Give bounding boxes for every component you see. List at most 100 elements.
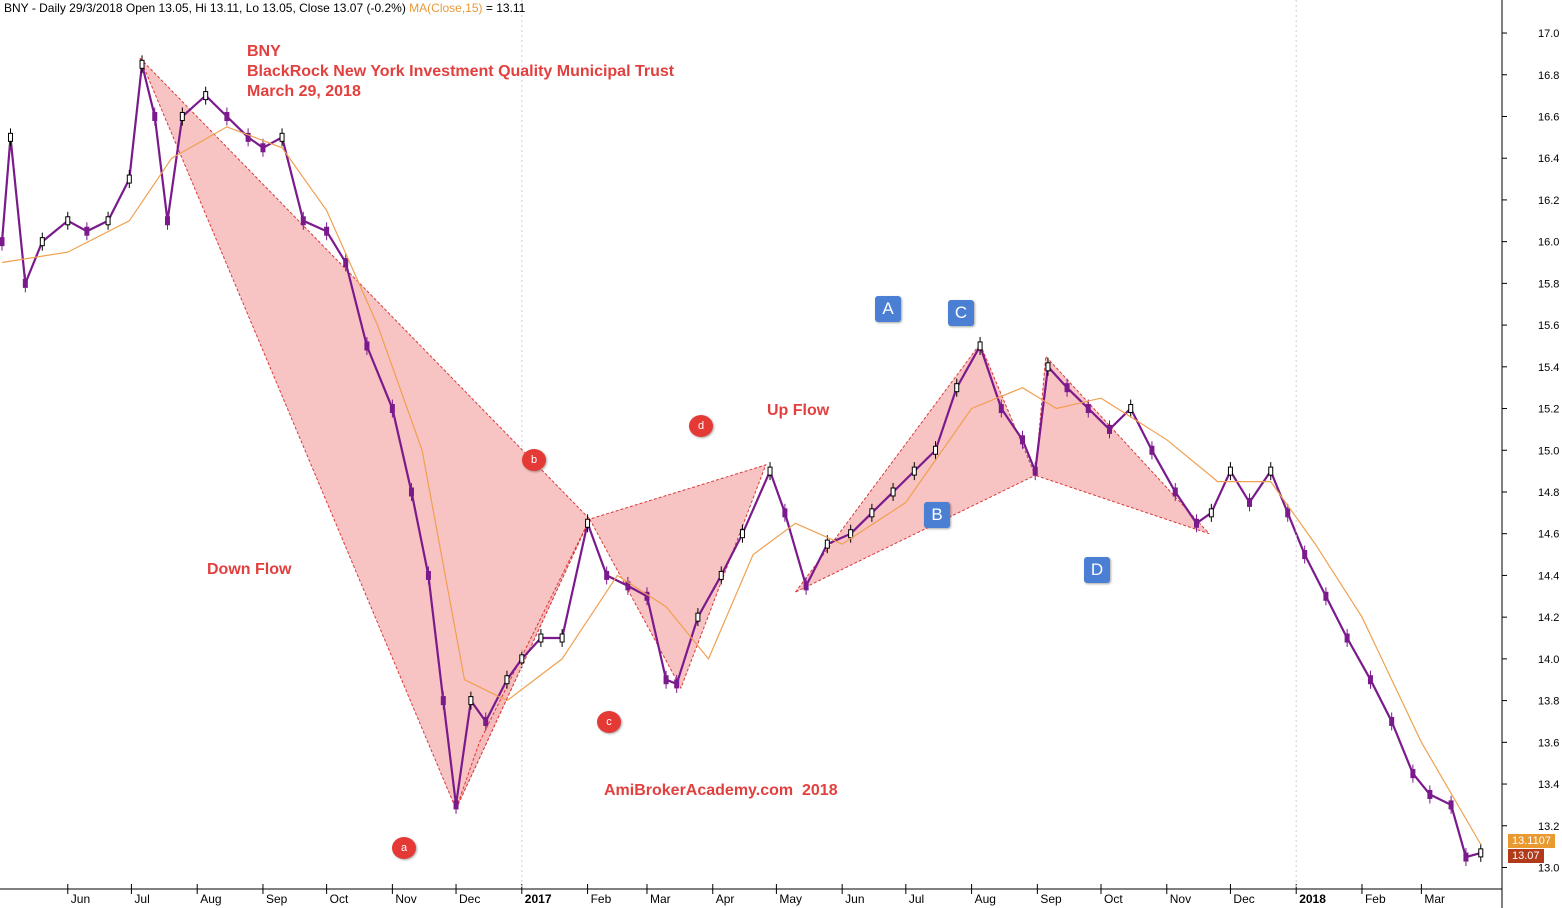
- price-candle: [695, 612, 701, 622]
- price-candle: [39, 237, 45, 247]
- y-tick-label: 16.4: [1538, 153, 1559, 165]
- price-candle: [1448, 800, 1454, 810]
- price-candle: [0, 237, 5, 247]
- y-tick-label: 14.0: [1538, 654, 1559, 666]
- price-candle: [1323, 591, 1329, 601]
- point-d-marker: d: [689, 415, 713, 437]
- price-candle: [824, 539, 830, 549]
- x-tick-label: 2017: [525, 892, 552, 906]
- y-tick-label: 15.4: [1538, 362, 1559, 374]
- price-candle: [1172, 487, 1178, 497]
- down-flow-label: Down Flow: [207, 561, 292, 578]
- x-tick-label: Dec: [1233, 892, 1254, 906]
- price-candle: [245, 132, 251, 142]
- y-tick-label: 13.0: [1538, 862, 1559, 874]
- price-candle: [869, 508, 875, 518]
- header-info: - Daily 29/3/2018 Open 13.05, Hi 13.11, …: [31, 1, 406, 15]
- title-fund-name: BlackRock New York Investment Quality Mu…: [247, 63, 675, 80]
- price-candle: [164, 216, 170, 226]
- price-candle: [364, 341, 370, 351]
- price-candle: [1367, 675, 1373, 685]
- price-candle: [468, 696, 474, 706]
- x-tick-label: 2018: [1299, 892, 1326, 906]
- y-tick-label: 15.2: [1538, 404, 1559, 416]
- price-candle: [538, 633, 544, 643]
- price-candle: [389, 404, 395, 414]
- y-tick-label: 15.6: [1538, 320, 1559, 332]
- price-candle: [203, 91, 209, 101]
- close-price-tag: 13.07: [1508, 849, 1544, 863]
- price-candle: [767, 466, 773, 476]
- price-candle: [977, 341, 983, 351]
- price-candle: [440, 696, 446, 706]
- title-symbol: BNY: [247, 43, 281, 60]
- price-candle: [604, 570, 610, 580]
- pattern-c_to_d: [1034, 355, 1210, 535]
- price-candle: [105, 216, 111, 226]
- chart-title-block: BNY BlackRock New York Investment Qualit…: [247, 42, 674, 102]
- y-tick-label: 15.8: [1538, 278, 1559, 290]
- chart-header: BNY - Daily 29/3/2018 Open 13.05, Hi 13.…: [4, 1, 525, 15]
- price-candle: [1106, 424, 1112, 434]
- price-candle: [1020, 435, 1026, 445]
- y-tick-label: 16.8: [1538, 70, 1559, 82]
- point-D-marker: D: [1084, 557, 1110, 583]
- x-tick-label: Jun: [71, 892, 90, 906]
- price-candle: [453, 800, 459, 810]
- x-tick-label: Nov: [395, 892, 416, 906]
- point-a-marker: a: [392, 837, 416, 859]
- point-c-marker: c: [597, 711, 621, 733]
- price-candle: [504, 675, 510, 685]
- header-symbol: BNY: [4, 1, 29, 15]
- y-tick-label: 13.8: [1538, 696, 1559, 708]
- up-flow-label: Up Flow: [767, 402, 830, 419]
- y-tick-label: 14.4: [1538, 570, 1559, 582]
- x-tick-label: Apr: [716, 892, 735, 906]
- point-A-marker: A: [875, 296, 901, 322]
- y-tick-label: 14.6: [1538, 529, 1559, 541]
- price-candle: [1227, 466, 1233, 476]
- y-tick-label: 16.2: [1538, 195, 1559, 207]
- price-candle: [408, 487, 414, 497]
- price-candle: [22, 278, 28, 288]
- y-tick-label: 16.6: [1538, 111, 1559, 123]
- y-tick-label: 17.0: [1538, 28, 1559, 40]
- header-ma-value: = 13.11: [485, 1, 526, 15]
- price-candle: [152, 111, 158, 121]
- price-candle: [279, 132, 285, 142]
- price-candle: [1193, 518, 1199, 528]
- x-tick-label: Feb: [591, 892, 612, 906]
- price-candle: [782, 508, 788, 518]
- price-candle: [954, 383, 960, 393]
- point-B-marker: B: [924, 502, 950, 528]
- harmonic-pattern-layer: [139, 57, 1210, 811]
- price-candle: [224, 111, 230, 121]
- x-tick-label: Jun: [845, 892, 864, 906]
- ma-line-layer: [1, 126, 1482, 845]
- price-candle: [1344, 633, 1350, 643]
- y-tick-label: 16.0: [1538, 237, 1559, 249]
- price-candle: [848, 529, 854, 539]
- price-line: [0, 64, 1482, 859]
- price-candle: [585, 518, 591, 528]
- price-candle: [425, 570, 431, 580]
- price-candle: [933, 445, 939, 455]
- x-tick-label: Sep: [1040, 892, 1062, 906]
- price-candle: [519, 654, 525, 664]
- price-candle: [1208, 508, 1214, 518]
- price-candle: [559, 633, 565, 643]
- point-C-marker: C: [948, 300, 974, 326]
- y-tick-label: 13.6: [1538, 737, 1559, 749]
- price-series-layer: [0, 55, 1484, 867]
- price-candle: [1478, 848, 1484, 858]
- title-date: March 29, 2018: [247, 83, 361, 100]
- price-candle: [1032, 466, 1038, 476]
- x-tick-label: Dec: [459, 892, 480, 906]
- price-candle: [260, 143, 266, 153]
- ma-price-tag: 13.1107: [1508, 834, 1555, 848]
- watermark: AmiBrokerAcademy.com 2018: [604, 782, 838, 799]
- x-tick-label: Jul: [909, 892, 924, 906]
- price-candle: [7, 132, 13, 142]
